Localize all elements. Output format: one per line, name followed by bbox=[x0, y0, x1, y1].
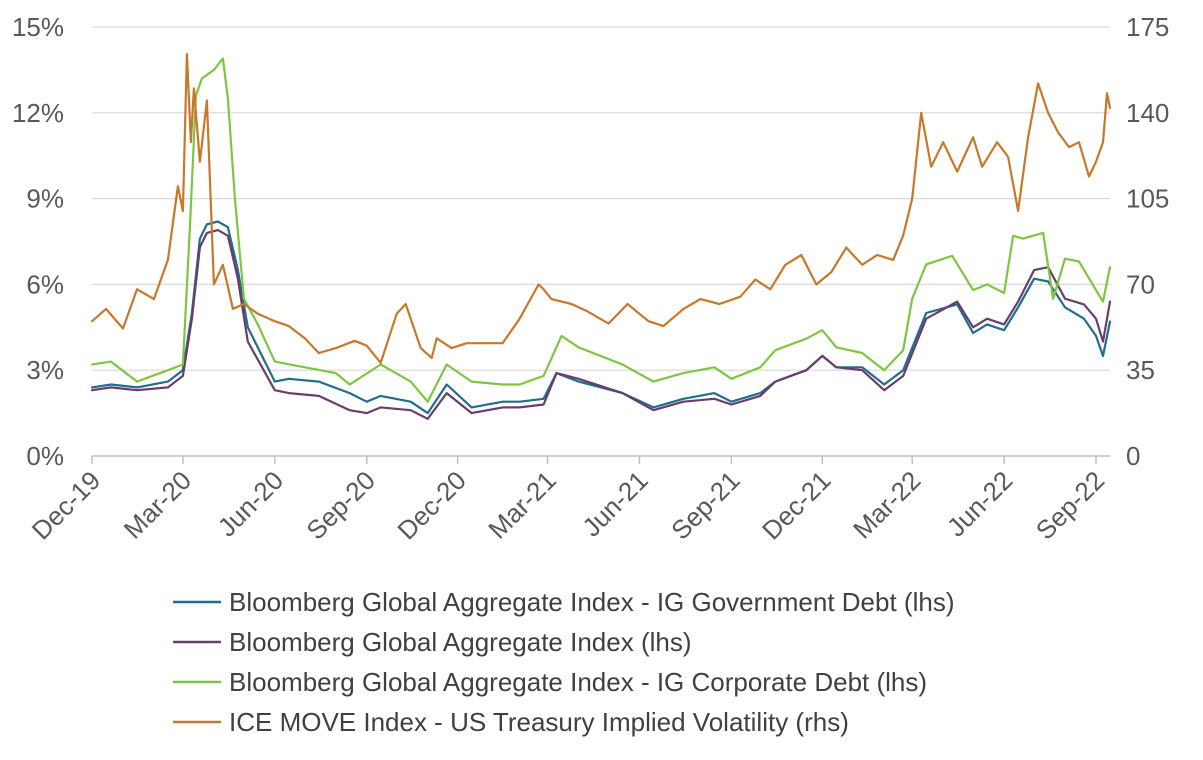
x-tick-label: Mar-20 bbox=[118, 465, 197, 544]
x-tick-label: Dec-19 bbox=[26, 465, 106, 545]
gridlines bbox=[92, 26, 1110, 371]
y-right-tick-label: 35 bbox=[1126, 355, 1155, 385]
legend-label-2: Bloomberg Global Aggregate Index - IG Co… bbox=[229, 667, 927, 697]
y-right-tick-label: 105 bbox=[1126, 184, 1169, 214]
legend-label-3: ICE MOVE Index - US Treasury Implied Vol… bbox=[229, 707, 849, 737]
y-right-tick-label: 0 bbox=[1126, 441, 1140, 471]
x-tick-label: Sep-21 bbox=[665, 465, 745, 545]
x-tick-label: Mar-22 bbox=[847, 465, 926, 544]
y-right-tick-label: 175 bbox=[1126, 12, 1169, 42]
series-line-2 bbox=[90, 57, 1112, 403]
x-tick-label: Jun-22 bbox=[941, 465, 1018, 542]
x-tick-label: Sep-22 bbox=[1030, 465, 1110, 545]
y-right-tick-label: 70 bbox=[1126, 269, 1155, 299]
x-tick-label: Sep-20 bbox=[300, 465, 380, 545]
y-left-tick-label: 9% bbox=[26, 184, 64, 214]
y-left-tick-label: 15% bbox=[12, 12, 64, 42]
series-line-1 bbox=[90, 229, 1112, 420]
y-left-tick-label: 12% bbox=[12, 98, 64, 128]
x-tick-label: Jun-20 bbox=[212, 465, 289, 542]
x-tick-label: Dec-20 bbox=[391, 465, 471, 545]
y-right-tick-label: 140 bbox=[1126, 98, 1169, 128]
series-line-3 bbox=[90, 52, 1112, 364]
x-tick-label: Jun-21 bbox=[576, 465, 653, 542]
legend: Bloomberg Global Aggregate Index - IG Go… bbox=[173, 587, 954, 737]
x-tick-label: Dec-21 bbox=[756, 465, 836, 545]
series-line-0 bbox=[90, 220, 1112, 415]
legend-label-1: Bloomberg Global Aggregate Index (lhs) bbox=[229, 627, 692, 657]
y-left-tick-label: 6% bbox=[26, 269, 64, 299]
y-left-tick-label: 0% bbox=[26, 441, 64, 471]
series-lines bbox=[90, 52, 1112, 420]
legend-label-0: Bloomberg Global Aggregate Index - IG Go… bbox=[229, 587, 954, 617]
y-left-tick-label: 3% bbox=[26, 355, 64, 385]
x-tick-label: Mar-21 bbox=[482, 465, 561, 544]
